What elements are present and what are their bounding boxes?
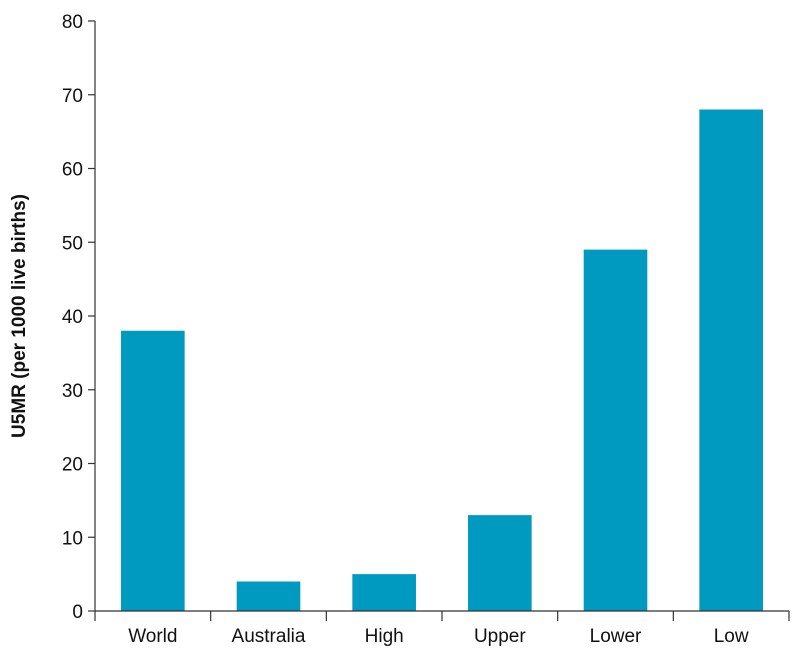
bar-upper	[468, 515, 532, 611]
x-tick-label: Upper	[474, 626, 526, 647]
y-tick-label: 60	[62, 160, 83, 181]
bar-world	[121, 330, 185, 611]
x-axis: World Australia High Upper Lower Low	[94, 610, 790, 647]
y-tick-label: 70	[62, 86, 83, 107]
x-tick-label: Low	[714, 626, 749, 647]
y-axis: 0 10 20 30 40 50 60 70 80	[62, 12, 96, 623]
y-tick-label: 10	[62, 528, 83, 549]
x-tick-label: Lower	[590, 626, 642, 647]
bar-low	[699, 109, 763, 611]
bar-australia	[236, 581, 301, 611]
bar-high	[352, 574, 416, 611]
x-tick-label: World	[128, 626, 177, 647]
x-tick-label: Australia	[232, 626, 306, 647]
y-tick-label: 20	[62, 455, 83, 476]
bar-lower	[583, 249, 648, 611]
x-tick-label: High	[365, 626, 404, 647]
y-axis-label: U5MR (per 1000 live births)	[9, 194, 30, 438]
y-tick-label: 80	[62, 12, 83, 33]
bars	[121, 109, 763, 611]
y-tick-label: 50	[62, 233, 83, 254]
y-tick-label: 0	[72, 602, 83, 623]
y-tick-label: 30	[62, 381, 83, 402]
y-tick-label: 40	[62, 307, 83, 328]
